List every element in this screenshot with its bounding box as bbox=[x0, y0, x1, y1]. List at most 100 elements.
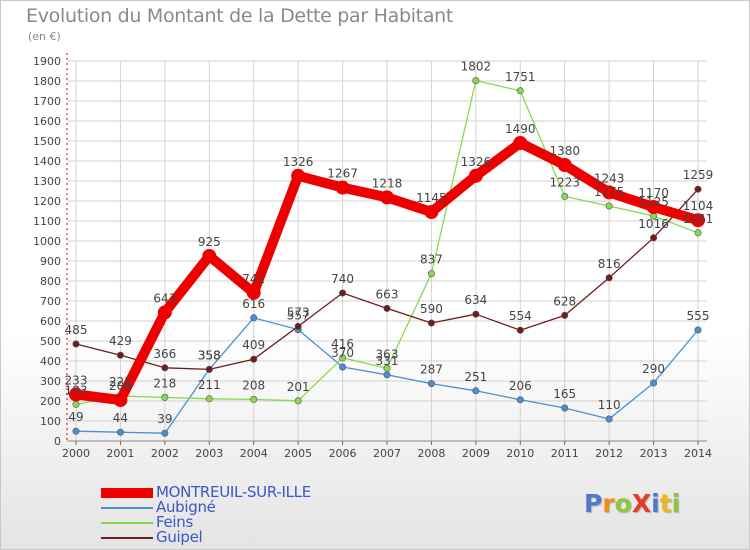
data-label: 331 bbox=[376, 354, 399, 368]
data-label: 557 bbox=[287, 309, 310, 323]
grid bbox=[67, 60, 707, 442]
data-point bbox=[291, 168, 306, 183]
legend-swatch bbox=[101, 537, 153, 539]
data-label: 110 bbox=[598, 398, 621, 412]
data-point bbox=[339, 363, 347, 371]
logo-letter: i bbox=[651, 489, 660, 518]
data-point bbox=[602, 185, 617, 200]
x-tick-label: 2008 bbox=[417, 447, 445, 460]
x-tick-label: 2013 bbox=[640, 447, 668, 460]
y-tick-label: 200 bbox=[40, 395, 61, 408]
data-point bbox=[605, 202, 613, 210]
data-label: 49 bbox=[68, 410, 83, 424]
x-tick-label: 2011 bbox=[551, 447, 579, 460]
data-point bbox=[694, 326, 702, 334]
data-point bbox=[605, 415, 613, 423]
data-point bbox=[161, 429, 169, 437]
y-tick-label: 1200 bbox=[33, 195, 61, 208]
proxiti-logo: ProXiti bbox=[584, 489, 680, 518]
data-label: 1259 bbox=[683, 168, 714, 182]
data-point bbox=[69, 387, 83, 402]
data-label: 555 bbox=[687, 309, 710, 323]
data-label: 573 bbox=[287, 305, 310, 319]
data-label: 554 bbox=[509, 309, 532, 323]
data-label: 290 bbox=[642, 362, 665, 376]
x-tick-label: 2014 bbox=[684, 447, 712, 460]
data-point bbox=[605, 274, 613, 282]
logo-letter: X bbox=[631, 489, 652, 518]
y-tick-label: 1300 bbox=[33, 175, 61, 188]
legend-label: MONTREUIL-SUR-ILLE bbox=[156, 483, 311, 501]
y-tick-label: 1600 bbox=[33, 115, 61, 128]
data-point bbox=[472, 387, 480, 395]
data-point bbox=[557, 158, 572, 172]
data-point bbox=[516, 326, 524, 334]
chart-title: Evolution du Montant de la Dette par Hab… bbox=[26, 5, 454, 27]
data-label: 1170 bbox=[638, 186, 669, 200]
data-point bbox=[694, 229, 702, 237]
data-label: 1243 bbox=[594, 171, 625, 185]
data-label: 287 bbox=[420, 363, 443, 377]
data-label: 741 bbox=[242, 272, 265, 286]
chart-unit: (en €) bbox=[28, 30, 61, 43]
data-label: 206 bbox=[509, 379, 532, 393]
data-label: 837 bbox=[420, 253, 443, 267]
legend-label: Aubigné bbox=[156, 498, 216, 516]
logo-letter: i bbox=[671, 489, 681, 518]
data-label: 1175 bbox=[594, 185, 625, 199]
data-point bbox=[383, 371, 391, 379]
series-group bbox=[69, 77, 705, 437]
y-tick-label: 1000 bbox=[33, 235, 61, 248]
data-label: 1326 bbox=[283, 155, 314, 169]
y-tick-label: 500 bbox=[40, 335, 61, 348]
y-tick-label: 1800 bbox=[33, 75, 61, 88]
data-label: 1125 bbox=[638, 195, 669, 209]
data-point bbox=[694, 185, 702, 193]
data-point bbox=[516, 396, 524, 404]
data-label: 590 bbox=[420, 302, 443, 316]
data-label: 429 bbox=[109, 334, 132, 348]
x-tick-label: 2007 bbox=[373, 447, 401, 460]
data-label: 370 bbox=[331, 346, 354, 360]
data-label: 1751 bbox=[505, 70, 536, 84]
data-point bbox=[250, 314, 258, 322]
x-tick-label: 2012 bbox=[595, 447, 623, 460]
legend-swatch bbox=[101, 522, 153, 524]
data-label: 218 bbox=[153, 376, 176, 390]
data-label: 1016 bbox=[638, 217, 669, 231]
data-label: 1267 bbox=[327, 167, 358, 181]
data-label: 925 bbox=[198, 235, 221, 249]
data-point bbox=[294, 397, 302, 405]
data-point bbox=[383, 364, 391, 372]
y-tick-label: 1500 bbox=[33, 135, 61, 148]
y-tick-label: 700 bbox=[40, 295, 61, 308]
y-tick-label: 0 bbox=[54, 435, 61, 448]
x-tick-label: 2010 bbox=[506, 447, 534, 460]
data-label: 1380 bbox=[549, 144, 580, 158]
data-point bbox=[427, 380, 435, 388]
data-label: 1802 bbox=[461, 60, 492, 74]
data-label: 44 bbox=[113, 411, 128, 425]
data-point bbox=[202, 249, 217, 263]
data-label: 201 bbox=[287, 380, 310, 394]
logo-letter: t bbox=[659, 489, 672, 518]
data-point bbox=[561, 192, 569, 200]
data-point bbox=[561, 311, 569, 319]
y-tick-label: 400 bbox=[40, 355, 61, 368]
data-point bbox=[205, 365, 213, 373]
data-label: 643 bbox=[153, 291, 176, 305]
data-label: 1041 bbox=[683, 212, 714, 226]
data-label: 416 bbox=[331, 337, 354, 351]
y-tick-label: 300 bbox=[40, 375, 61, 388]
x-tick-label: 2001 bbox=[106, 447, 134, 460]
data-point bbox=[380, 190, 394, 205]
data-point bbox=[72, 400, 80, 408]
data-label: 366 bbox=[153, 347, 176, 361]
y-tick-label: 1400 bbox=[33, 155, 61, 168]
data-point bbox=[691, 213, 705, 228]
data-labels: 233 205 643 925 741 1326 1267 1218 1145 1326 1490 1… bbox=[65, 60, 714, 427]
data-point bbox=[339, 289, 347, 297]
x-tick-label: 2006 bbox=[329, 447, 357, 460]
